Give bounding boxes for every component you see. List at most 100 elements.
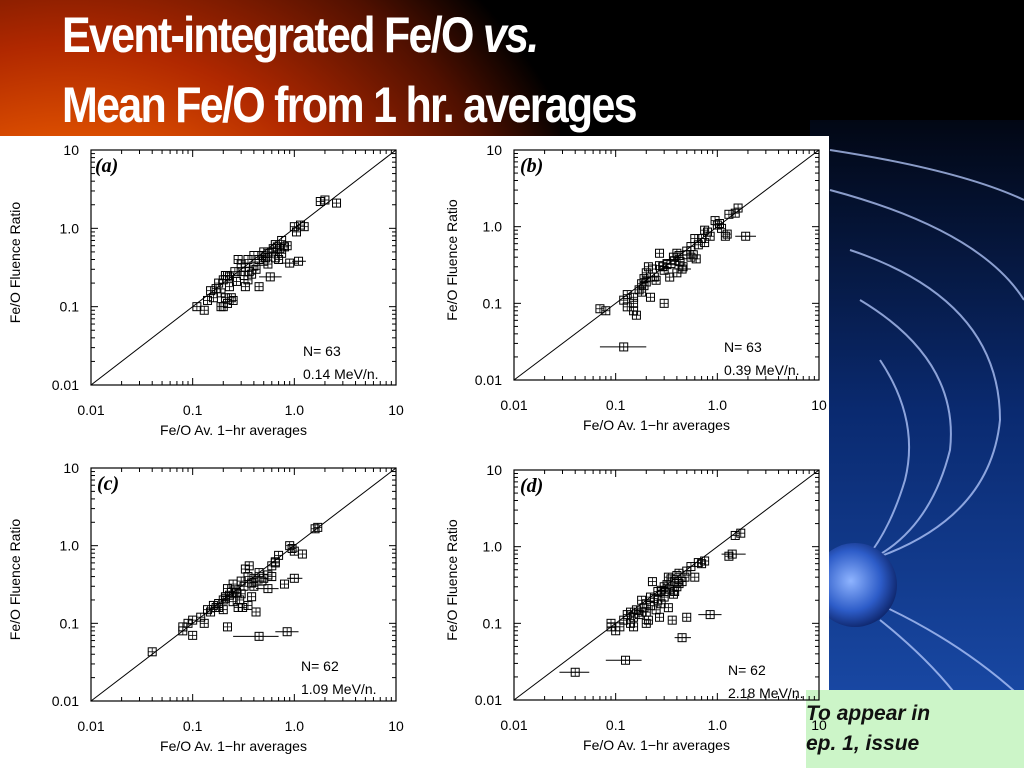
data-point xyxy=(249,581,259,591)
data-point xyxy=(643,615,653,625)
x-axis-label: Fe/O Av. 1−hr averages xyxy=(583,737,730,753)
x-axis-label: Fe/O Av. 1−hr averages xyxy=(160,738,307,754)
data-point xyxy=(733,203,743,213)
data-point xyxy=(188,615,198,625)
data-point xyxy=(224,272,234,282)
data-point xyxy=(741,231,751,241)
panel-label: (a) xyxy=(95,155,118,177)
data-point xyxy=(668,252,678,262)
data-point xyxy=(244,561,254,571)
data-point xyxy=(667,615,677,625)
y-tick-label: 1.0 xyxy=(60,220,80,236)
data-point xyxy=(700,238,710,248)
y-axis-label: Fe/O Fluence Ratio xyxy=(7,202,23,324)
data-point xyxy=(222,622,232,632)
data-point xyxy=(645,601,655,611)
data-point xyxy=(236,259,246,269)
x-tick-label: 0.01 xyxy=(77,402,104,418)
data-point xyxy=(720,231,730,241)
slide-title-line-2: Mean Fe/O from 1 hr. averages xyxy=(62,77,638,133)
data-point xyxy=(254,631,264,641)
data-point xyxy=(686,242,696,252)
data-point xyxy=(240,282,250,292)
data-point xyxy=(282,241,292,251)
data-point xyxy=(649,272,659,282)
data-point xyxy=(289,573,299,583)
data-point xyxy=(270,557,280,567)
data-point xyxy=(655,248,665,258)
data-point xyxy=(686,562,696,572)
plot-area-frame xyxy=(90,149,397,386)
data-point xyxy=(199,305,209,315)
y-tick-label: 10 xyxy=(486,142,502,158)
y-tick-label: 10 xyxy=(486,462,502,478)
data-point xyxy=(730,208,740,218)
data-point xyxy=(297,549,307,559)
title-main-text: Event-integrated Fe/O xyxy=(62,7,483,63)
data-point xyxy=(659,298,669,308)
data-point xyxy=(705,610,715,620)
x-tick-label: 10 xyxy=(388,718,404,734)
x-tick-label: 10 xyxy=(811,397,827,413)
y-tick-label: 0.01 xyxy=(475,692,502,708)
panel-label: (d) xyxy=(520,475,543,497)
data-point xyxy=(192,302,202,312)
data-point xyxy=(263,259,273,269)
data-point xyxy=(690,572,700,582)
data-point xyxy=(208,293,218,303)
data-point xyxy=(629,292,639,302)
data-point xyxy=(287,543,297,553)
y-tick-label: 0.1 xyxy=(483,615,503,631)
note-line-1: To appear in xyxy=(806,702,931,725)
plot-area-frame xyxy=(90,467,397,702)
data-point xyxy=(230,267,240,277)
data-point xyxy=(672,571,682,581)
y-axis-label: Fe/O Fluence Ratio xyxy=(444,199,460,321)
data-point xyxy=(705,231,715,241)
data-point xyxy=(220,593,230,603)
data-point xyxy=(724,551,734,561)
data-point xyxy=(279,579,289,589)
data-point xyxy=(674,251,684,261)
x-tick-label: 0.1 xyxy=(606,397,626,413)
sample-count-text: N= 62 xyxy=(728,662,766,678)
data-point xyxy=(218,605,228,615)
data-point xyxy=(680,572,690,582)
x-tick-label: 0.01 xyxy=(500,397,527,413)
panel-label: (b) xyxy=(520,155,543,177)
data-point xyxy=(313,522,323,532)
data-point xyxy=(233,255,243,265)
x-tick-label: 0.01 xyxy=(77,718,104,734)
sample-count-text: N= 62 xyxy=(301,658,339,674)
data-point xyxy=(686,252,696,262)
slide-title-line-1: Event-integrated Fe/O vs. xyxy=(62,7,539,63)
data-point xyxy=(277,235,287,245)
data-point xyxy=(228,579,238,589)
y-tick-label: 0.01 xyxy=(475,372,502,388)
data-point xyxy=(700,556,710,566)
data-point xyxy=(265,272,275,282)
x-tick-label: 0.1 xyxy=(183,718,203,734)
x-axis-label: Fe/O Av. 1−hr averages xyxy=(160,422,307,438)
data-point xyxy=(251,576,261,586)
x-tick-label: 1.0 xyxy=(285,718,305,734)
data-point xyxy=(631,310,641,320)
y-tick-label: 0.1 xyxy=(60,299,80,315)
y-axis-label: Fe/O Fluence Ratio xyxy=(444,519,460,641)
data-point xyxy=(712,220,722,230)
data-point xyxy=(332,198,342,208)
data-point xyxy=(637,607,647,617)
data-point xyxy=(736,528,746,538)
sample-count-text: N= 63 xyxy=(303,343,341,359)
data-point xyxy=(655,612,665,622)
data-point xyxy=(619,342,629,352)
data-point xyxy=(730,530,740,540)
data-point xyxy=(226,587,236,597)
data-point xyxy=(285,258,295,268)
y-tick-label: 1.0 xyxy=(483,539,503,555)
energy-text: 0.39 MeV/n. xyxy=(724,362,800,378)
data-point xyxy=(626,607,636,617)
data-point xyxy=(690,234,700,244)
data-point xyxy=(183,618,193,628)
data-point xyxy=(254,282,264,292)
